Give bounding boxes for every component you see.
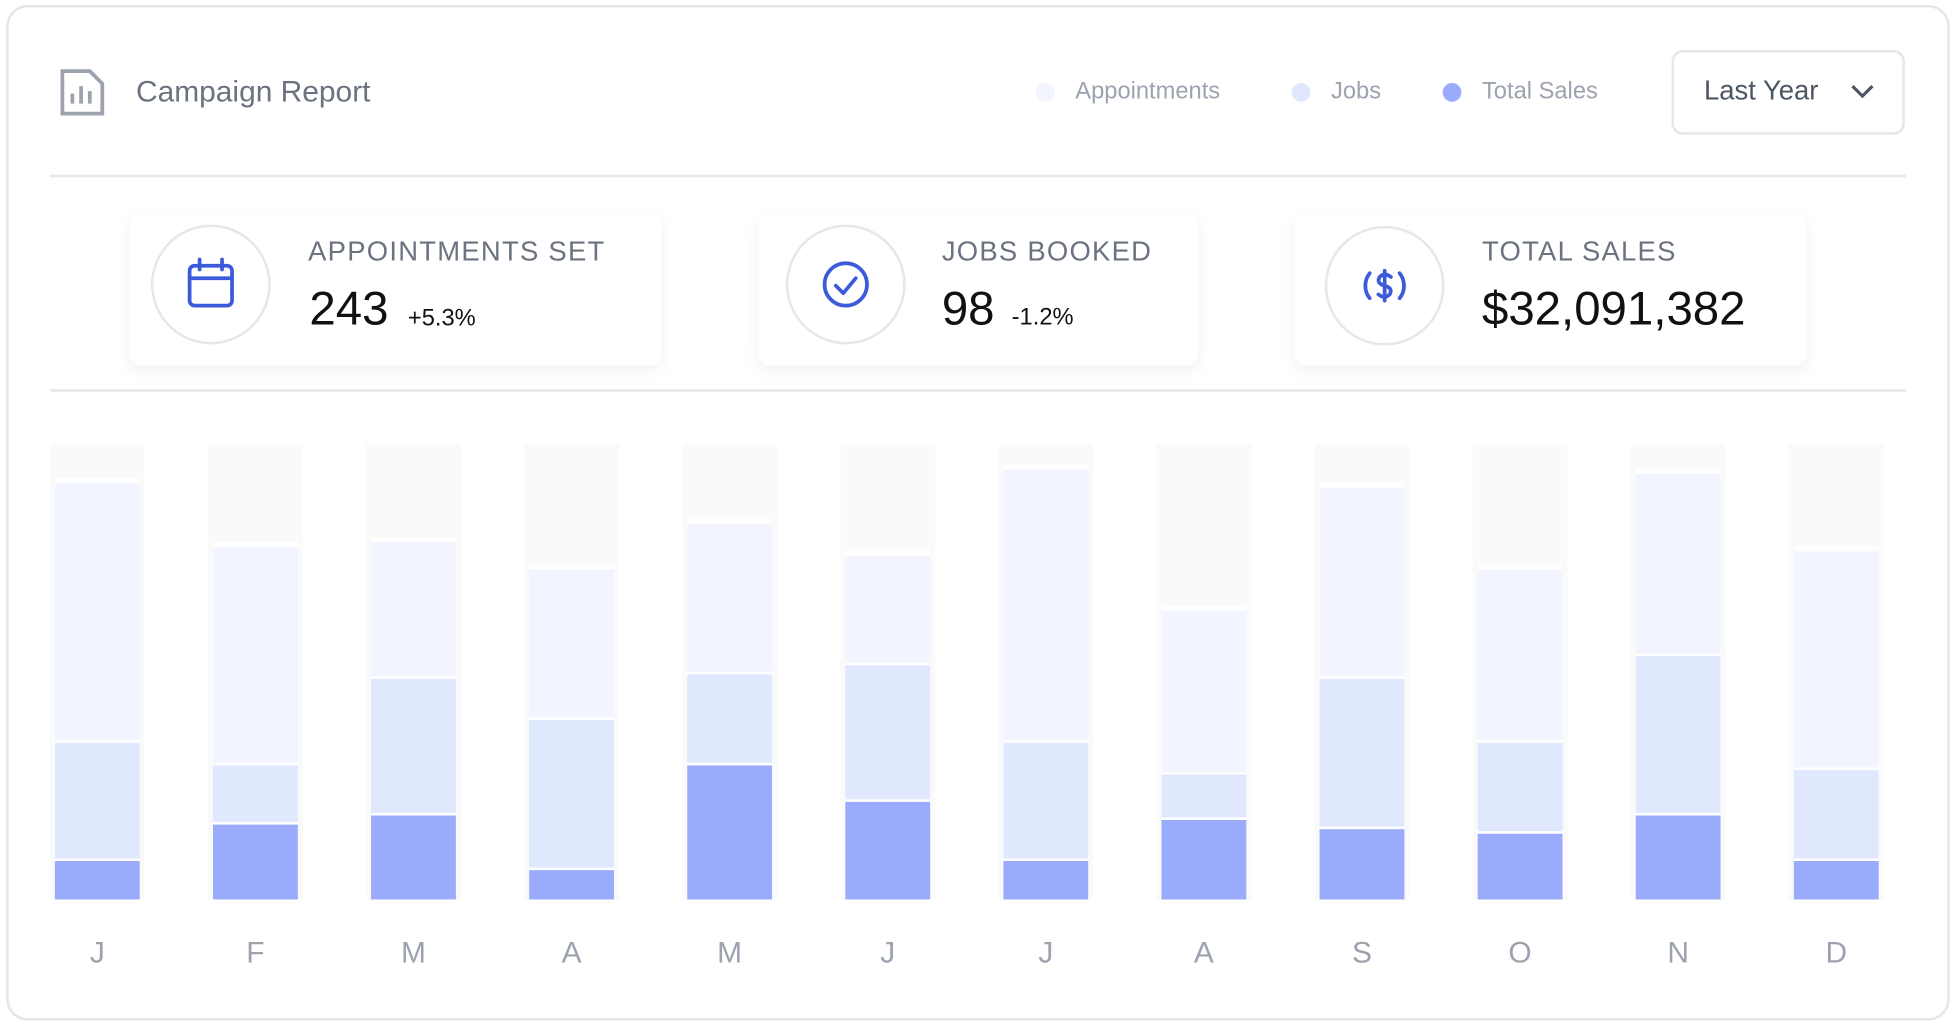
stat-change: +5.3% xyxy=(408,306,476,332)
legend-dot xyxy=(1438,79,1466,106)
segment-gap xyxy=(1635,468,1721,474)
segment-gap xyxy=(54,478,140,484)
segment-gap xyxy=(1793,546,1879,552)
bar-segment xyxy=(1003,742,1089,859)
stat-value: 98 xyxy=(942,282,995,335)
legend-label: Appointments xyxy=(1075,79,1220,105)
bar-segment xyxy=(1793,860,1879,900)
bar-segment xyxy=(212,765,298,823)
bar-segment xyxy=(371,815,456,900)
stat-card xyxy=(129,213,662,366)
segment-gap xyxy=(1477,564,1563,570)
stat-label: TOTAL SALES xyxy=(1482,236,1677,267)
x-tick-label: S xyxy=(1352,936,1372,969)
legend-dot xyxy=(1032,79,1059,106)
bar-segment xyxy=(371,678,456,813)
bar-segment xyxy=(845,801,931,900)
stat-label: JOBS BOOKED xyxy=(942,236,1152,267)
segment-gap xyxy=(1003,464,1089,470)
title: Campaign Report xyxy=(136,76,371,109)
bar-segment xyxy=(529,719,614,868)
period-dropdown[interactable] xyxy=(1671,49,1905,135)
bar-segment xyxy=(1319,678,1405,827)
bar-segment xyxy=(1635,473,1721,654)
legend-dot xyxy=(1287,79,1315,106)
legend-label: Total Sales xyxy=(1482,79,1598,105)
x-tick-label: M xyxy=(717,936,742,969)
segment-gap xyxy=(529,564,614,570)
bar-segment xyxy=(1477,569,1563,741)
bar-segment xyxy=(212,546,298,763)
x-tick-label: J xyxy=(880,936,895,969)
x-tick-label: O xyxy=(1508,936,1531,969)
bar-segment xyxy=(212,824,298,900)
x-tick-label: A xyxy=(1194,936,1214,969)
stat-label: APPOINTMENTS SET xyxy=(308,236,605,267)
bar-segment xyxy=(687,674,773,763)
segment-gap xyxy=(1319,482,1405,488)
bar-segment xyxy=(1161,610,1247,772)
check-icon xyxy=(822,261,869,308)
calendar-icon xyxy=(187,257,234,308)
x-tick-label: J xyxy=(1038,936,1053,969)
x-tick-label: F xyxy=(246,936,264,969)
bar-segment xyxy=(1793,551,1879,768)
bar-segment xyxy=(1319,487,1405,677)
bar-segment xyxy=(687,524,773,672)
stat-value: $32,091,382 xyxy=(1482,282,1746,335)
bar-segment xyxy=(1319,829,1405,900)
bar-segment xyxy=(1003,860,1089,900)
bar-segment xyxy=(529,870,614,900)
x-tick-label: D xyxy=(1825,936,1847,969)
bar-segment xyxy=(1477,742,1563,832)
bar-segment xyxy=(371,542,456,677)
x-tick-label: N xyxy=(1667,936,1689,969)
segment-gap xyxy=(371,537,456,543)
stat-value: 243 xyxy=(309,282,388,335)
bar-segment xyxy=(845,665,931,800)
bar-segment xyxy=(54,483,140,741)
bar-segment xyxy=(1003,469,1089,741)
bar-segment xyxy=(529,569,614,718)
bar-segment xyxy=(54,860,140,900)
bar-segment xyxy=(845,555,931,663)
segment-gap xyxy=(845,550,931,556)
segment-gap xyxy=(1161,605,1247,611)
stat-change: -1.2% xyxy=(1012,304,1074,330)
bar-segment xyxy=(687,765,773,900)
x-tick-label: J xyxy=(90,936,105,969)
dollar-icon xyxy=(1363,268,1406,303)
stat-icon xyxy=(150,224,271,345)
report-icon xyxy=(60,69,105,116)
bar-segment xyxy=(1635,815,1721,900)
bar-segment xyxy=(54,742,140,859)
bar-segment xyxy=(1793,769,1879,859)
segment-gap xyxy=(529,714,614,720)
segment-gap xyxy=(212,541,298,547)
segment-gap xyxy=(529,865,614,871)
bar-segment xyxy=(1161,819,1247,900)
bar-segment xyxy=(1161,774,1247,818)
segment-gap xyxy=(687,519,773,525)
chevron xyxy=(1851,85,1874,99)
x-tick-label: A xyxy=(562,936,582,969)
bar-segment xyxy=(1477,833,1563,900)
stat-icon xyxy=(785,224,906,345)
period-label[interactable]: Last Year xyxy=(1704,75,1818,106)
x-tick-label: M xyxy=(401,936,426,969)
bar-segment xyxy=(1635,656,1721,813)
legend-label: Jobs xyxy=(1331,79,1381,105)
